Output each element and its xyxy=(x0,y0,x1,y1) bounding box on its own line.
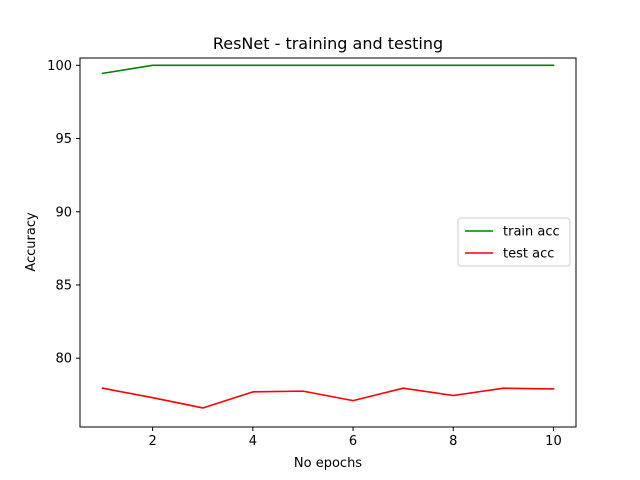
y-axis: 80 85 90 95 100 xyxy=(47,59,80,367)
y-tick-label: 95 xyxy=(55,132,72,147)
x-tick-label: 10 xyxy=(545,434,562,449)
chart-title: ResNet - training and testing xyxy=(213,34,443,53)
y-tick-label: 80 xyxy=(55,352,72,367)
x-axis: 2 4 6 8 10 xyxy=(149,427,562,449)
legend-label: test acc xyxy=(503,247,554,262)
series-line-train-acc xyxy=(101,64,555,75)
x-tick-label: 8 xyxy=(449,434,457,449)
legend: train acc test acc xyxy=(457,217,571,267)
x-tick-label: 4 xyxy=(249,434,257,449)
legend-label: train acc xyxy=(503,225,560,240)
legend-box xyxy=(457,217,571,267)
y-tick-label: 90 xyxy=(55,205,72,220)
axes-frame xyxy=(79,57,577,428)
y-tick-label: 100 xyxy=(47,59,72,74)
x-axis-title: No epochs xyxy=(294,456,362,471)
plot-area xyxy=(79,57,577,428)
series-layer xyxy=(101,64,555,409)
series-line-test-acc xyxy=(101,387,555,409)
x-tick-label: 2 xyxy=(149,434,157,449)
y-tick-label: 85 xyxy=(55,278,72,293)
x-tick-label: 6 xyxy=(349,434,357,449)
y-axis-title: Accuracy xyxy=(24,212,39,272)
